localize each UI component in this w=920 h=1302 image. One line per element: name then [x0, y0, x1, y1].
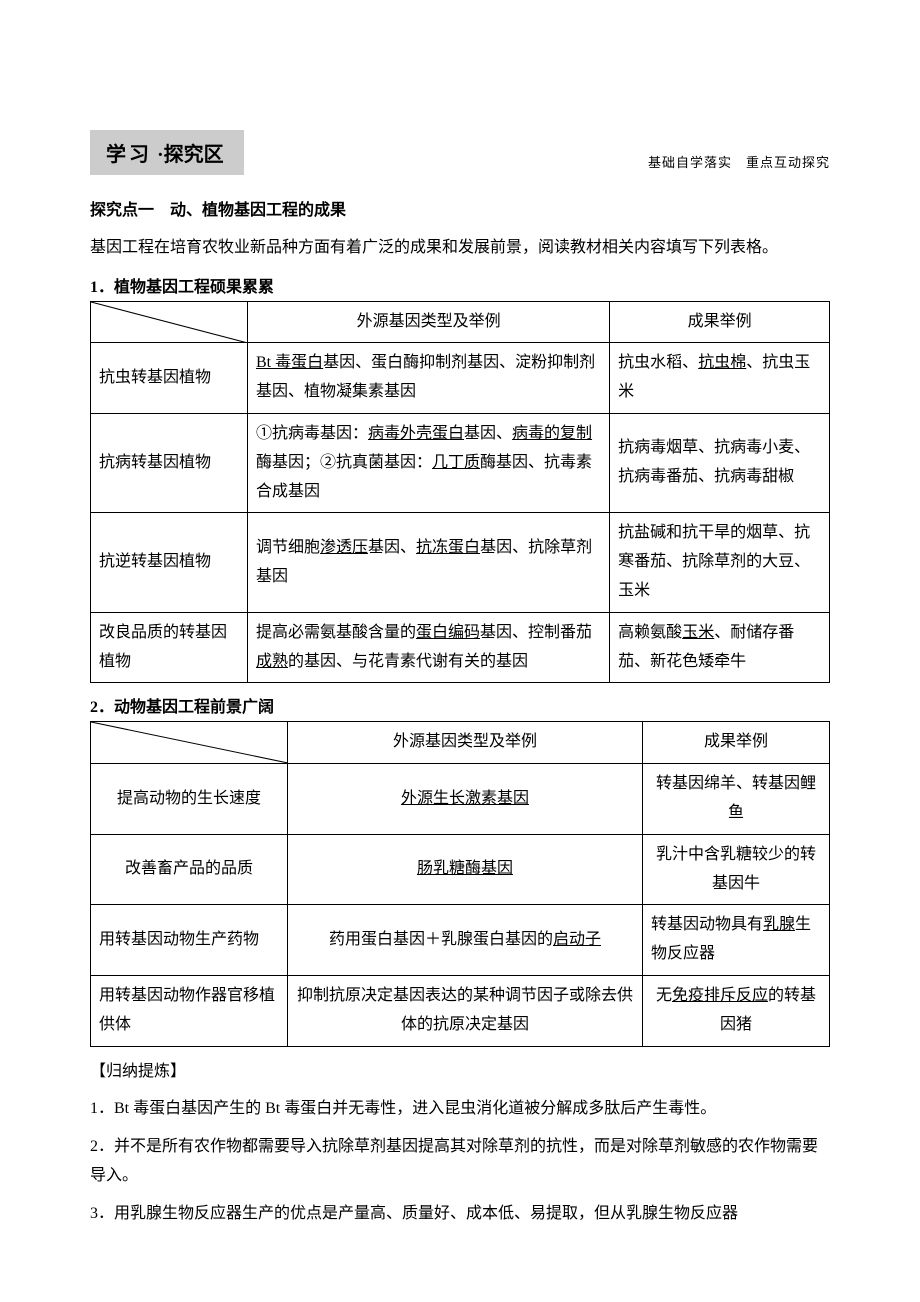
cell: Bt 毒蛋白基因、蛋白酶抑制剂基因、淀粉抑制剂基因、植物凝集素基因 [248, 343, 610, 414]
cell: 肠乳糖酶基因 [288, 834, 643, 905]
header-title-b: ·探究区 [157, 144, 224, 166]
table-row: 提高动物的生长速度 外源生长激素基因 转基因绵羊、转基因鲤鱼 [91, 764, 830, 835]
table-row: 抗逆转基因植物 调节细胞渗透压基因、抗冻蛋白基因、抗除草剂基因 抗盐碱和抗干旱的… [91, 513, 830, 612]
table1-title: 1．植物基因工程硕果累累 [90, 273, 830, 297]
table-row: 改良品质的转基因植物 提高必需氨基酸含量的蛋白编码基因、控制番茄成熟的基因、与花… [91, 612, 830, 683]
page: 学习 ·探究区 基础自学落实 重点互动探究 探究点一 动、植物基因工程的成果 基… [0, 0, 920, 1277]
cell: 抑制抗原决定基因表达的某种调节因子或除去供体的抗原决定基因 [288, 975, 643, 1046]
cell: 改善畜产品的品质 [91, 834, 288, 905]
col-header: 成果举例 [610, 301, 830, 343]
cell: 抗盐碱和抗干旱的烟草、抗寒番茄、抗除草剂的大豆、玉米 [610, 513, 830, 612]
cell: 外源生长激素基因 [288, 764, 643, 835]
cell: 转基因动物具有乳腺生物反应器 [642, 905, 829, 976]
col-header: 成果举例 [642, 722, 829, 764]
cell: 提高必需氨基酸含量的蛋白编码基因、控制番茄成熟的基因、与花青素代谢有关的基因 [248, 612, 610, 683]
cell: 药用蛋白基因＋乳腺蛋白基因的启动子 [288, 905, 643, 976]
diagonal-cell [91, 301, 248, 343]
cell: 调节细胞渗透压基因、抗冻蛋白基因、抗除草剂基因 [248, 513, 610, 612]
cell: 转基因绵羊、转基因鲤鱼 [642, 764, 829, 835]
cell: 抗虫水稻、抗虫棉、抗虫玉米 [610, 343, 830, 414]
table-row: 用转基因动物生产药物 药用蛋白基因＋乳腺蛋白基因的启动子 转基因动物具有乳腺生物… [91, 905, 830, 976]
cell: 无免疫排斥反应的转基因猪 [642, 975, 829, 1046]
cell: 抗逆转基因植物 [91, 513, 248, 612]
table-row: 抗病转基因植物 ①抗病毒基因：病毒外壳蛋白基因、病毒的复制酶基因；②抗真菌基因：… [91, 413, 830, 512]
section-header-row: 学习 ·探究区 基础自学落实 重点互动探究 [90, 130, 830, 175]
table-row: 抗虫转基因植物 Bt 毒蛋白基因、蛋白酶抑制剂基因、淀粉抑制剂基因、植物凝集素基… [91, 343, 830, 414]
col-header: 外源基因类型及举例 [248, 301, 610, 343]
section-header: 学习 ·探究区 [90, 130, 244, 175]
cell: 用转基因动物生产药物 [91, 905, 288, 976]
summary-item: 3．用乳腺生物反应器生产的优点是产量高、质量好、成本低、易提取，但从乳腺生物反应… [90, 1199, 830, 1229]
header-subtitle: 基础自学落实 重点互动探究 [648, 152, 830, 175]
diagonal-cell [91, 722, 288, 764]
cell: 用转基因动物作器官移植供体 [91, 975, 288, 1046]
cell: 改良品质的转基因植物 [91, 612, 248, 683]
table-row: 改善畜产品的品质 肠乳糖酶基因 乳汁中含乳糖较少的转基因牛 [91, 834, 830, 905]
cell: 抗病毒烟草、抗病毒小麦、抗病毒番茄、抗病毒甜椒 [610, 413, 830, 512]
cell: 抗虫转基因植物 [91, 343, 248, 414]
table-row: 用转基因动物作器官移植供体 抑制抗原决定基因表达的某种调节因子或除去供体的抗原决… [91, 975, 830, 1046]
cell: 乳汁中含乳糖较少的转基因牛 [642, 834, 829, 905]
animal-gene-table: 外源基因类型及举例 成果举例 提高动物的生长速度 外源生长激素基因 转基因绵羊、… [90, 721, 830, 1046]
plant-gene-table: 外源基因类型及举例 成果举例 抗虫转基因植物 Bt 毒蛋白基因、蛋白酶抑制剂基因… [90, 301, 830, 684]
table-header-row: 外源基因类型及举例 成果举例 [91, 722, 830, 764]
point-title: 探究点一 动、植物基因工程的成果 [90, 197, 830, 226]
col-header: 外源基因类型及举例 [288, 722, 643, 764]
cell: 抗病转基因植物 [91, 413, 248, 512]
cell: 高赖氨酸玉米、耐储存番茄、新花色矮牵牛 [610, 612, 830, 683]
cell: 提高动物的生长速度 [91, 764, 288, 835]
header-title-a: 学习 [106, 144, 152, 166]
summary-title: 【归纳提炼】 [90, 1057, 830, 1087]
summary-item: 1．Bt 毒蛋白基因产生的 Bt 毒蛋白并无毒性，进入昆虫消化道被分解成多肽后产… [90, 1094, 830, 1124]
summary-item: 2．并不是所有农作物都需要导入抗除草剂基因提高其对除草剂的抗性，而是对除草剂敏感… [90, 1132, 830, 1191]
table-header-row: 外源基因类型及举例 成果举例 [91, 301, 830, 343]
table2-title: 2．动物基因工程前景广阔 [90, 693, 830, 717]
intro-desc: 基因工程在培育农牧业新品种方面有着广泛的成果和发展前景，阅读教材相关内容填写下列… [90, 234, 830, 263]
cell: ①抗病毒基因：病毒外壳蛋白基因、病毒的复制酶基因；②抗真菌基因：几丁质酶基因、抗… [248, 413, 610, 512]
